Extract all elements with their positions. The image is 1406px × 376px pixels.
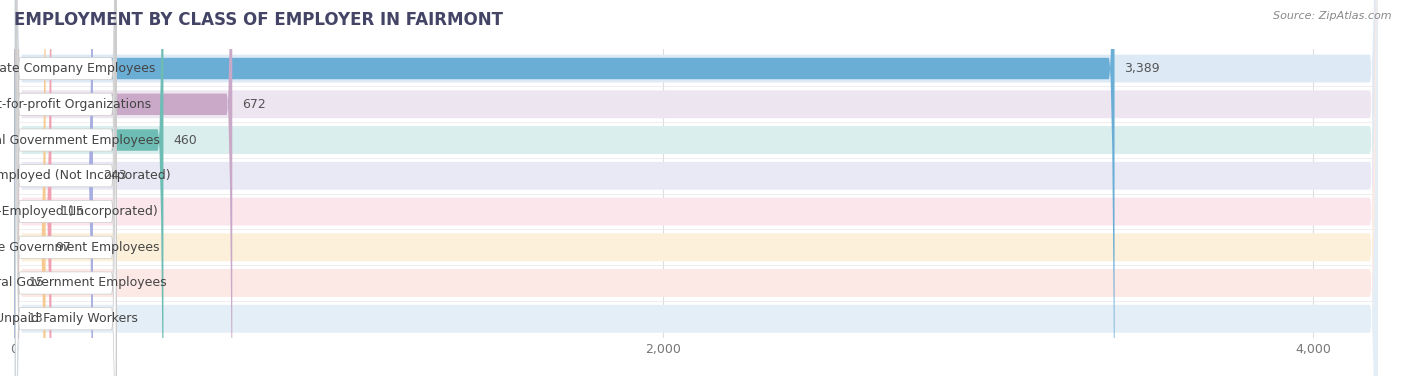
FancyBboxPatch shape bbox=[15, 0, 117, 376]
FancyBboxPatch shape bbox=[14, 0, 1378, 376]
FancyBboxPatch shape bbox=[15, 0, 117, 376]
FancyBboxPatch shape bbox=[15, 0, 117, 376]
Text: Federal Government Employees: Federal Government Employees bbox=[0, 276, 166, 290]
FancyBboxPatch shape bbox=[14, 0, 163, 376]
FancyBboxPatch shape bbox=[14, 0, 45, 376]
FancyBboxPatch shape bbox=[14, 0, 1378, 376]
Text: 3,389: 3,389 bbox=[1125, 62, 1160, 75]
FancyBboxPatch shape bbox=[14, 0, 1378, 376]
Text: Private Company Employees: Private Company Employees bbox=[0, 62, 156, 75]
FancyBboxPatch shape bbox=[14, 0, 1378, 376]
FancyBboxPatch shape bbox=[14, 0, 1378, 376]
FancyBboxPatch shape bbox=[14, 0, 1378, 376]
FancyBboxPatch shape bbox=[14, 0, 93, 376]
FancyBboxPatch shape bbox=[14, 0, 1378, 376]
Text: Self-Employed (Incorporated): Self-Employed (Incorporated) bbox=[0, 205, 157, 218]
Text: Unpaid Family Workers: Unpaid Family Workers bbox=[0, 312, 138, 325]
FancyBboxPatch shape bbox=[13, 0, 20, 376]
Text: 243: 243 bbox=[103, 169, 127, 182]
FancyBboxPatch shape bbox=[15, 0, 117, 376]
Text: 13: 13 bbox=[28, 312, 44, 325]
Text: EMPLOYMENT BY CLASS OF EMPLOYER IN FAIRMONT: EMPLOYMENT BY CLASS OF EMPLOYER IN FAIRM… bbox=[14, 11, 503, 29]
FancyBboxPatch shape bbox=[14, 0, 1115, 376]
Text: Not-for-profit Organizations: Not-for-profit Organizations bbox=[0, 98, 152, 111]
Text: 460: 460 bbox=[173, 133, 197, 147]
Text: State Government Employees: State Government Employees bbox=[0, 241, 160, 254]
Text: Source: ZipAtlas.com: Source: ZipAtlas.com bbox=[1274, 11, 1392, 21]
FancyBboxPatch shape bbox=[15, 0, 117, 376]
FancyBboxPatch shape bbox=[15, 0, 117, 376]
Text: 97: 97 bbox=[55, 241, 72, 254]
Text: 15: 15 bbox=[28, 276, 45, 290]
Text: Self-Employed (Not Incorporated): Self-Employed (Not Incorporated) bbox=[0, 169, 170, 182]
Text: Local Government Employees: Local Government Employees bbox=[0, 133, 159, 147]
FancyBboxPatch shape bbox=[14, 0, 232, 376]
FancyBboxPatch shape bbox=[14, 0, 1378, 376]
Text: 672: 672 bbox=[242, 98, 266, 111]
FancyBboxPatch shape bbox=[13, 0, 20, 376]
FancyBboxPatch shape bbox=[15, 0, 117, 376]
FancyBboxPatch shape bbox=[14, 0, 52, 376]
Text: 115: 115 bbox=[60, 205, 84, 218]
FancyBboxPatch shape bbox=[15, 0, 117, 376]
